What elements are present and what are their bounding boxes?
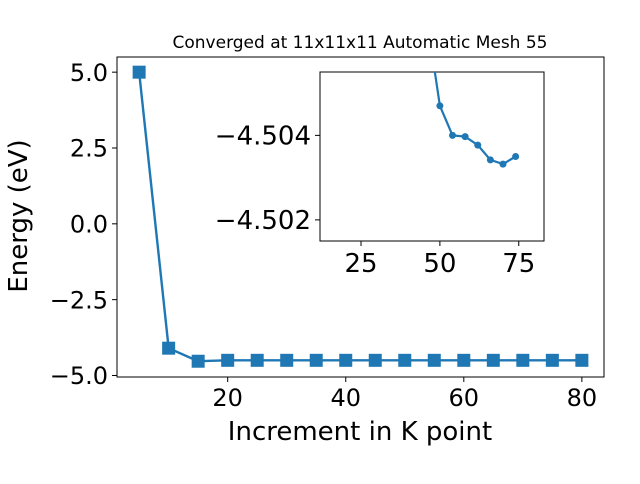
main-data-point [309,353,323,367]
main-y-tick-label: 0.0 [70,210,108,238]
main-data-point [427,353,441,367]
main-data-point [398,353,412,367]
main-y-tick-label: 5.0 [70,59,108,87]
main-data-point [250,353,264,367]
main-x-tick-label: 80 [567,384,598,412]
inset-data-point [474,141,482,149]
main-series [132,65,589,368]
main-y-tick-label: −5.0 [50,362,108,390]
main-data-point [486,353,500,367]
main-x-tick-label: 40 [330,384,361,412]
main-x-tick-label: 60 [449,384,480,412]
inset-data-point [461,133,469,141]
main-data-point [221,353,235,367]
inset-data-point [449,131,457,139]
main-series-line [137,72,582,363]
chart-title: Converged at 11x11x11 Automatic Mesh 55 [173,33,548,53]
main-data-point [516,353,530,367]
main-data-point [368,353,382,367]
inset-axes: 25 50 75 −4.504 −4.502 [215,71,545,279]
main-data-point [545,353,559,367]
main-data-point [162,341,176,355]
inset-data-point [436,102,444,110]
main-data-point [191,354,205,368]
main-data-point [339,353,353,367]
main-data-point [457,353,471,367]
inset-y-tick-label: −4.502 [215,206,311,236]
inset-series [433,72,520,168]
inset-x-tick-label: 25 [344,249,377,279]
inset-x-tick-label: 50 [423,249,456,279]
inset-data-point [486,156,494,164]
inset-data-point [512,153,520,160]
main-x-tick-label: 20 [212,384,243,412]
main-data-point [280,353,294,367]
inset-y-tick-label: −4.504 [215,122,311,152]
inset-x-tick-label: 75 [502,249,535,279]
main-data-point [575,353,589,367]
y-axis-label: Energy (eV) [4,139,34,292]
main-data-point [132,65,146,79]
main-y-tick-label: 2.5 [70,135,108,163]
inset-frame [319,71,545,242]
inset-data-point [499,160,507,168]
main-y-tick-label: −2.5 [50,286,108,314]
x-axis-label: Increment in K point [228,417,492,447]
